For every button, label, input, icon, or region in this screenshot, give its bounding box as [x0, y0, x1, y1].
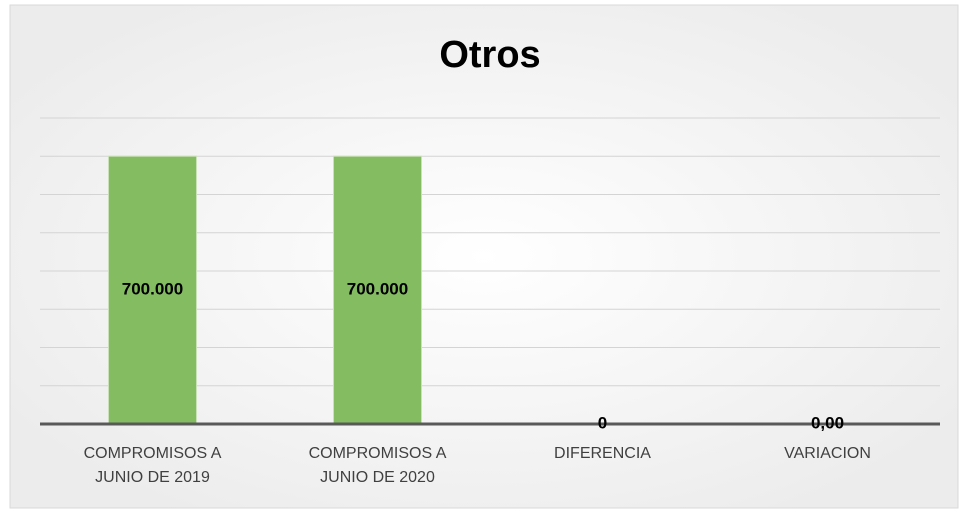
chart-title: Otros	[439, 34, 540, 76]
data-label: 700.000	[122, 280, 183, 299]
x-tick-label: DIFERENCIA	[554, 445, 651, 462]
data-label: 700.000	[347, 280, 408, 299]
x-tick-label: COMPROMISOS A JUNIO DE 2020	[308, 445, 447, 486]
data-label: 0	[598, 413, 607, 432]
x-tick-label: COMPROMISOS A JUNIO DE 2019	[83, 445, 222, 486]
x-tick-label: VARIACION	[784, 445, 871, 462]
data-label: 0,00	[811, 413, 844, 432]
